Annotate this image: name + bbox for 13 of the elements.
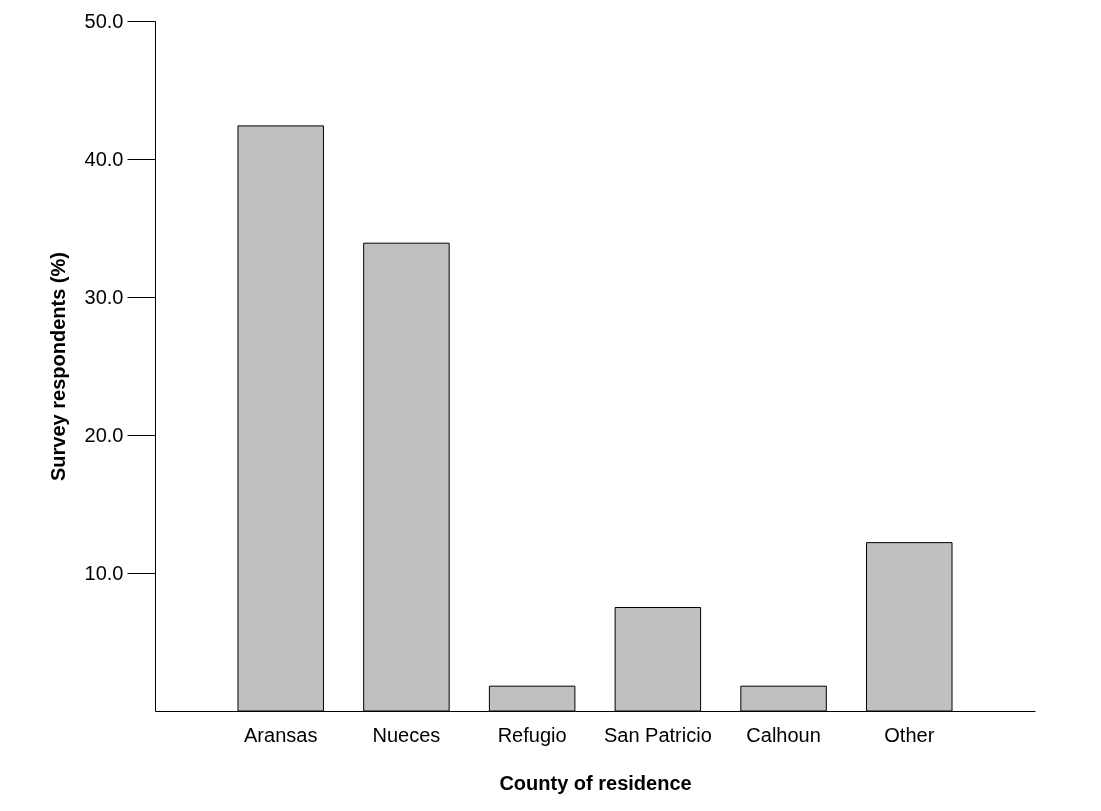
x-tick-label: Nueces bbox=[372, 723, 441, 746]
x-tick-label: Calhoun bbox=[746, 723, 821, 746]
x-axis-title: County of residence bbox=[499, 771, 692, 794]
x-tick-label: Other bbox=[884, 723, 935, 746]
y-tick-label: 20.0 bbox=[84, 423, 124, 446]
y-tick-label: 10.0 bbox=[84, 561, 124, 584]
y-tick-label: 40.0 bbox=[84, 147, 124, 170]
y-tick-label: 50.0 bbox=[84, 9, 124, 32]
y-tick-label: 30.0 bbox=[84, 285, 124, 308]
x-tick-label: Refugio bbox=[497, 723, 567, 746]
y-axis-title: Survey respondents (%) bbox=[46, 252, 69, 481]
x-tick-label: Aransas bbox=[244, 723, 318, 746]
x-tick-label: San Patricio bbox=[603, 723, 712, 746]
